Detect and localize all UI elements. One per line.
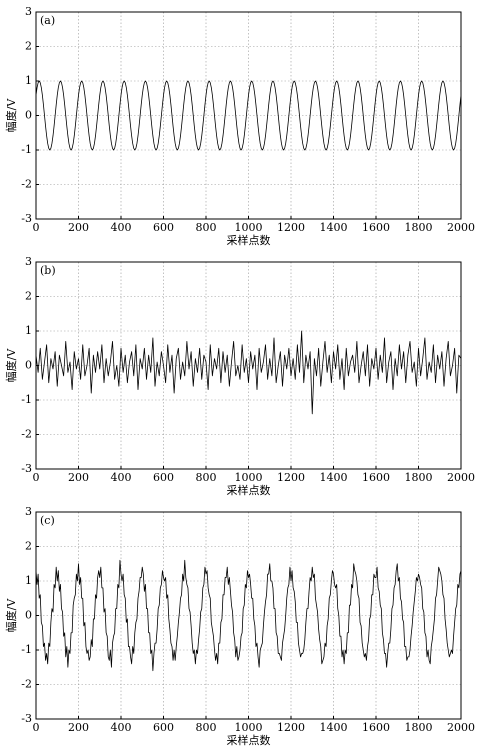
x-tick-label: 1800: [405, 221, 433, 234]
x-tick-label: 800: [196, 471, 217, 484]
x-tick-label: 200: [68, 221, 89, 234]
signal-trace: [35, 330, 462, 415]
panel-label: (c): [40, 514, 55, 527]
y-tick-label: 1: [25, 574, 32, 587]
y-tick-label: 0: [25, 359, 32, 372]
x-tick-label: 1200: [277, 221, 305, 234]
x-tick-label: 200: [68, 471, 89, 484]
plot-frame: [35, 261, 462, 470]
y-axis-label: 幅度/V: [4, 348, 18, 383]
y-tick-label: -2: [21, 678, 32, 691]
x-tick-label: 1600: [362, 721, 390, 734]
panel-label: (a): [40, 14, 55, 27]
y-tick-label: 0: [25, 609, 32, 622]
signal-trace: [35, 80, 462, 151]
x-axis-label: 采样点数: [227, 233, 271, 247]
x-tick-label: 2000: [447, 221, 475, 234]
x-tick-label: 600: [153, 221, 174, 234]
x-tick-label: 400: [111, 221, 132, 234]
y-tick-label: -1: [21, 143, 32, 156]
subplot: 0 200 400 600 800 1000 1200 1400 1600 1800 2000 -3 -…: [4, 255, 475, 497]
x-tick-label: 1600: [362, 221, 390, 234]
panel-label: (b): [40, 264, 56, 277]
y-axis-label: 幅度/V: [4, 98, 18, 133]
x-tick-label: 1400: [320, 221, 348, 234]
y-tick-label: -3: [21, 212, 32, 225]
y-tick-label: 1: [25, 324, 32, 337]
y-tick-label: 1: [25, 74, 32, 87]
subplot: 0 200 400 600 800 1000 1200 1400 1600 1800 2000 -3 -…: [4, 505, 475, 747]
x-tick-label: 1000: [235, 471, 263, 484]
y-tick-label: 2: [25, 540, 32, 553]
y-tick-label: 2: [25, 290, 32, 303]
x-axis-label: 采样点数: [227, 483, 271, 497]
x-tick-label: 1200: [277, 471, 305, 484]
y-tick-label: -1: [21, 393, 32, 406]
x-tick-label: 400: [111, 471, 132, 484]
x-tick-label: 800: [196, 221, 217, 234]
x-tick-label: 1400: [320, 471, 348, 484]
y-tick-label: 0: [25, 109, 32, 122]
x-tick-label: 600: [153, 721, 174, 734]
x-tick-label: 2000: [447, 721, 475, 734]
x-tick-label: 1800: [405, 721, 433, 734]
x-tick-label: 1800: [405, 471, 433, 484]
y-tick-label: 2: [25, 40, 32, 53]
x-tick-label: 1600: [362, 471, 390, 484]
y-tick-label: 3: [25, 505, 32, 518]
x-tick-label: 1000: [235, 721, 263, 734]
x-tick-label: 0: [33, 221, 40, 234]
x-tick-label: 2000: [447, 471, 475, 484]
y-tick-label: 3: [25, 255, 32, 268]
plot-frame: [35, 11, 462, 220]
y-axis-label: 幅度/V: [4, 598, 18, 633]
x-tick-label: 1400: [320, 721, 348, 734]
y-tick-label: 3: [25, 5, 32, 18]
y-tick-label: -3: [21, 712, 32, 725]
x-tick-label: 0: [33, 471, 40, 484]
signal-trace: [35, 559, 462, 672]
y-tick-label: -3: [21, 462, 32, 475]
y-tick-label: -2: [21, 428, 32, 441]
y-tick-label: -1: [21, 643, 32, 656]
y-tick-label: -2: [21, 178, 32, 191]
x-tick-label: 400: [111, 721, 132, 734]
subplot: 0 200 400 600 800 1000 1200 1400 1600 1800 2000 -3 -…: [4, 5, 475, 247]
x-tick-label: 0: [33, 721, 40, 734]
plot-frame: [35, 511, 462, 720]
x-tick-label: 800: [196, 721, 217, 734]
x-tick-label: 1000: [235, 221, 263, 234]
x-tick-label: 200: [68, 721, 89, 734]
x-axis-label: 采样点数: [227, 733, 271, 747]
x-tick-label: 1200: [277, 721, 305, 734]
x-tick-label: 600: [153, 471, 174, 484]
